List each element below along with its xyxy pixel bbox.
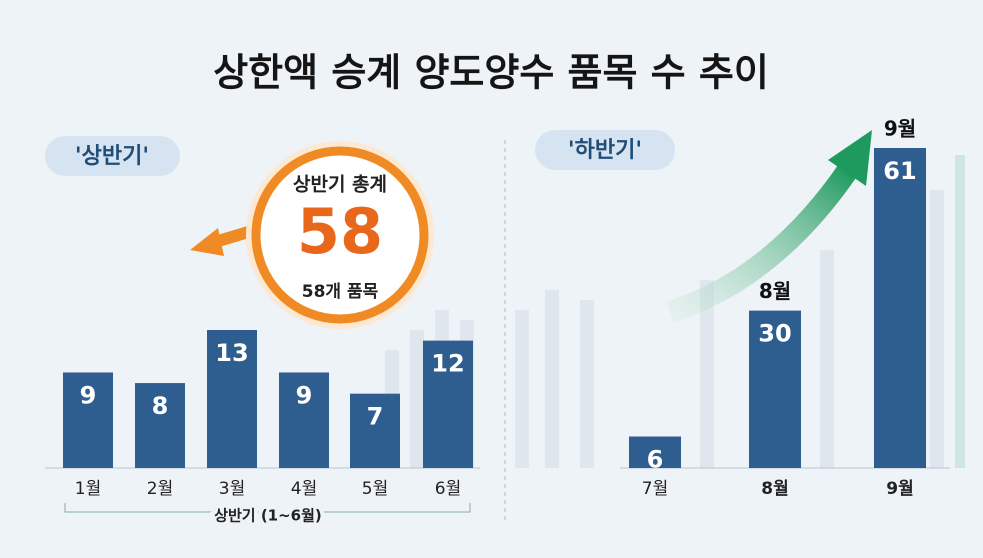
value-label: 8 [152, 392, 169, 420]
x-label: 상반기 (1~6월) [214, 507, 322, 525]
bar [874, 148, 926, 468]
callout-ring [251, 146, 429, 324]
x-tick-label: 7월 [642, 479, 668, 499]
x-tick-label: 1월 [75, 479, 101, 499]
value-label: 12 [431, 350, 464, 378]
badge-bg [45, 136, 180, 176]
bar [629, 436, 681, 468]
value-label: 61 [883, 157, 916, 185]
bar [423, 340, 473, 468]
bar [207, 330, 257, 468]
bracket [64, 503, 471, 513]
callout-arrowhead [190, 228, 224, 256]
x-tick-label: 9월 [886, 479, 913, 499]
x-tick-label: 2월 [147, 479, 173, 499]
value-label: 30 [758, 320, 791, 348]
bar-top-label: 8월 [759, 279, 791, 303]
bar [350, 393, 400, 468]
badge: '상반기' [75, 144, 149, 169]
x-tick-label: 4월 [291, 479, 317, 499]
title: 상한액 승계 양도양수 품목 수 추이 [213, 51, 769, 95]
trend-arrowhead [828, 130, 872, 186]
bar [135, 383, 185, 468]
trend-arrow [666, 163, 858, 323]
x-tick-label: 5월 [362, 479, 388, 499]
bar [279, 372, 329, 468]
badge-bg [535, 130, 675, 170]
total-label: 상반기 총계 [293, 174, 387, 196]
x-tick-label: 3월 [219, 479, 245, 499]
bar-top-label: 9월 [884, 117, 916, 141]
total-caption: 58개 품목 [302, 282, 379, 302]
value-label: 9 [296, 381, 313, 409]
value-label: 9 [80, 381, 97, 409]
x-tick-label: 8월 [761, 479, 788, 499]
bar [63, 372, 113, 468]
badge: '하반기' [568, 138, 642, 163]
bar [749, 310, 801, 468]
value-label: 13 [215, 339, 248, 367]
x-tick-label: 6월 [435, 479, 461, 499]
value-label: 7 [367, 403, 384, 431]
value-label: 6 [647, 446, 664, 474]
total-value: 58 [297, 195, 383, 268]
